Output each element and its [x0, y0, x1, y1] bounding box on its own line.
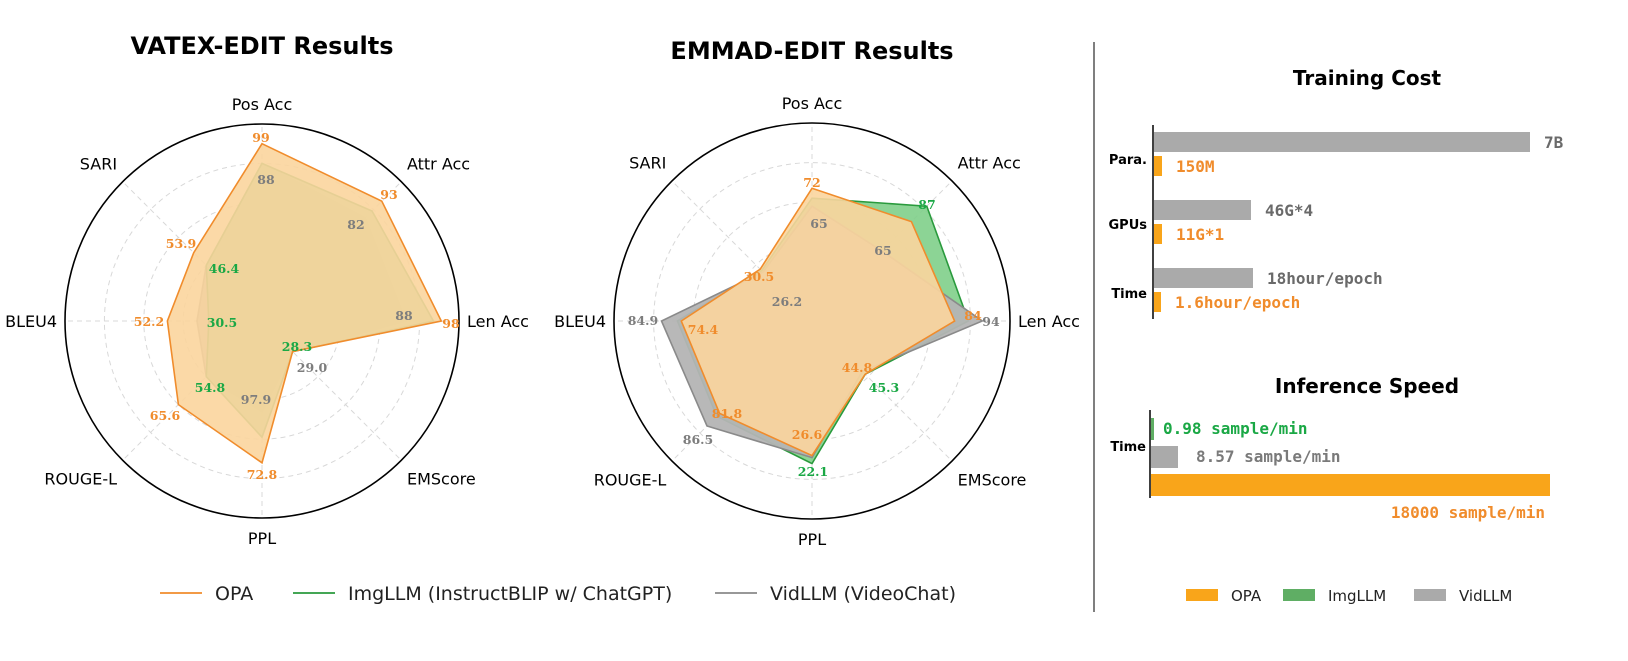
- value-label-img: 54.8: [195, 380, 226, 395]
- value-label-opa: 53.9: [166, 236, 196, 251]
- value-label-opa: 93: [380, 187, 397, 202]
- axis-label: Attr Acc: [407, 154, 470, 173]
- legend-bars: OPA ImgLLM VidLLM: [1186, 587, 1512, 605]
- value-label-opa: 98: [442, 316, 460, 331]
- chart-title: EMMAD-EDIT Results: [670, 37, 953, 65]
- value-label-vid: 65: [810, 216, 827, 231]
- radar-outer-circle: [64, 123, 460, 519]
- bar-value-label: 150M: [1176, 157, 1215, 176]
- inference-speed-chart: Inference Speed Time 0.98 sample/min 8.57 s…: [1110, 374, 1550, 522]
- chart-title: Training Cost: [1293, 66, 1442, 90]
- bar-vidllm: [1154, 132, 1530, 152]
- bar-vidllm: [1154, 200, 1251, 220]
- legend-main: OPA ImgLLM (InstructBLIP w/ ChatGPT) VidLL…: [160, 583, 956, 605]
- value-label-opa: 44.8: [842, 360, 873, 375]
- value-label-vid: 88: [395, 308, 413, 323]
- chart-title: Inference Speed: [1275, 374, 1459, 398]
- series-area-opa: [166, 142, 443, 465]
- bar-value-label: 7B: [1544, 133, 1564, 152]
- axis-label: Len Acc: [1018, 312, 1080, 331]
- axis-label: PPL: [248, 529, 276, 548]
- y-category-label: GPUs: [1109, 218, 1148, 233]
- axis-label: EMScore: [407, 470, 476, 489]
- axis-label: ROUGE-L: [44, 470, 117, 489]
- grid-spoke: [671, 180, 813, 322]
- axis-label: Pos Acc: [232, 95, 293, 114]
- value-label-opa: 52.2: [134, 314, 164, 329]
- bar-vidllm: [1151, 446, 1178, 468]
- value-label-img: 87: [918, 197, 935, 212]
- bar-value-label: 18hour/epoch: [1267, 269, 1383, 288]
- value-label-vid: 82: [347, 217, 364, 232]
- series-area-opa: [680, 187, 956, 457]
- bar-value-label: 0.98 sample/min: [1163, 419, 1308, 438]
- value-label-opa: 81.8: [712, 406, 743, 421]
- y-category-label: Para.: [1109, 153, 1147, 168]
- axis-label: Attr Acc: [958, 154, 1021, 173]
- bar-value-label: 18000 sample/min: [1391, 503, 1545, 522]
- axis-label: BLEU4: [5, 312, 57, 331]
- axis-label: PPL: [798, 530, 826, 549]
- grid-spoke: [261, 320, 402, 461]
- legend-label-opa: OPA: [1231, 587, 1262, 605]
- value-label-img: 28.3: [282, 339, 312, 354]
- y-category-label: Time: [1110, 440, 1146, 455]
- bar-vidllm: [1154, 268, 1253, 288]
- legend-label-vid: VidLLM (VideoChat): [770, 583, 956, 605]
- value-label-opa: 30.5: [744, 269, 774, 284]
- training-cost-chart: Training Cost Para. 7B 150M GPUs 46G*4 11G*1 Ti…: [1109, 66, 1564, 319]
- value-label-vid: 97.9: [241, 392, 271, 407]
- value-label-img: 45.3: [869, 380, 899, 395]
- legend-label-opa: OPA: [215, 583, 253, 605]
- bar-value-label: 8.57 sample/min: [1196, 447, 1341, 466]
- legend-label-vid: VidLLM: [1459, 587, 1512, 605]
- legend-swatch-opa: [1186, 589, 1218, 601]
- value-label-vid: 26.2: [772, 294, 802, 309]
- axis-label: SARI: [629, 154, 666, 173]
- legend-swatch-img: [1283, 589, 1315, 601]
- bar-opa: [1154, 224, 1162, 244]
- grid-spoke: [811, 320, 953, 462]
- value-label-opa: 72.8: [247, 467, 278, 482]
- value-label-opa: 99: [252, 130, 269, 145]
- legend-label-img: ImgLLM (InstructBLIP w/ ChatGPT): [348, 583, 672, 605]
- bar-imgllm: [1151, 418, 1154, 440]
- value-label-vid: 88: [257, 172, 275, 187]
- value-label-opa: 72: [803, 175, 820, 190]
- bar-value-label: 11G*1: [1176, 225, 1224, 244]
- value-label-vid: 94: [982, 314, 1000, 329]
- axis-label: EMScore: [958, 470, 1027, 489]
- axis-label: BLEU4: [554, 312, 606, 331]
- grid-spoke: [122, 320, 263, 461]
- value-label-vid: 84.9: [628, 313, 658, 328]
- value-label-vid: 65: [874, 243, 891, 258]
- value-label-opa: 84: [964, 308, 982, 323]
- bar-opa: [1154, 292, 1161, 312]
- legend-swatch-vid: [1414, 589, 1446, 601]
- radar-outer-circle: [613, 122, 1011, 520]
- chart-title: VATEX-EDIT Results: [130, 32, 393, 60]
- value-label-opa: 26.6: [792, 427, 823, 442]
- value-label-opa: 65.6: [150, 408, 181, 423]
- radar-chart-2: EMMAD-EDIT Results Pos Acc Attr Acc Len Acc…: [554, 37, 1080, 549]
- value-label-img: 22.1: [798, 464, 828, 479]
- axis-label: Len Acc: [467, 312, 529, 331]
- value-label-vid: 86.5: [683, 432, 713, 447]
- y-category-label: Time: [1111, 287, 1147, 302]
- bar-value-label: 1.6hour/epoch: [1175, 293, 1300, 312]
- value-label-img: 46.4: [209, 261, 240, 276]
- bar-value-label: 46G*4: [1265, 201, 1313, 220]
- value-label-img: 30.5: [207, 315, 237, 330]
- legend-label-img: ImgLLM: [1328, 587, 1386, 605]
- bar-opa: [1154, 156, 1162, 176]
- value-label-opa: 74.4: [688, 322, 719, 337]
- axis-label: Pos Acc: [782, 94, 843, 113]
- grid-spoke: [122, 181, 263, 322]
- radar-chart-1: VATEX-EDIT Results Pos Acc Attr Acc Len Acc…: [5, 32, 529, 548]
- bar-opa: [1151, 474, 1550, 496]
- axis-label: SARI: [80, 154, 117, 173]
- axis-label: ROUGE-L: [594, 470, 667, 489]
- value-label-vid: 29.0: [297, 360, 328, 375]
